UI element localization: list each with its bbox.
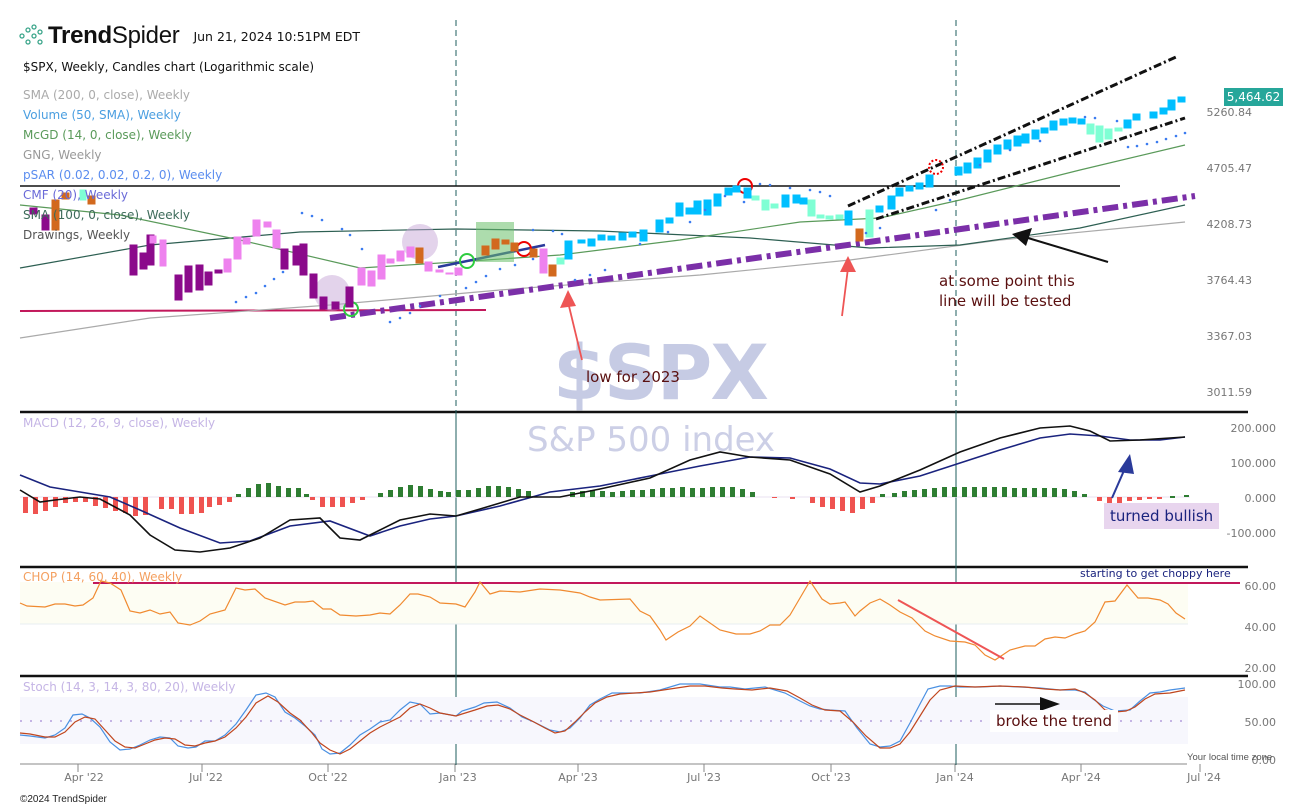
spider-dots-icon (19, 24, 43, 45)
last-price-tag: 5,464.62 (1224, 88, 1283, 106)
svg-text:0.00: 0.00 (1252, 754, 1277, 767)
macd-pane-label[interactable]: MACD (12, 26, 9, close), Weekly (23, 416, 216, 430)
svg-text:3011.59: 3011.59 (1207, 386, 1253, 399)
svg-text:200.000: 200.000 (1231, 422, 1277, 435)
header: TrendSpider Jun 21, 2024 10:51PM EDT (18, 20, 360, 52)
svg-text:Apr '24: Apr '24 (1061, 771, 1101, 784)
watermark-name: S&P 500 index (527, 420, 776, 460)
legend-psar[interactable]: pSAR (0.02, 0.02, 0.2, 0), Weekly (23, 168, 223, 182)
svg-text:0.000: 0.000 (1245, 492, 1277, 505)
svg-text:50.00: 50.00 (1245, 716, 1277, 729)
annotation-line-tested-1: at some point this (939, 272, 1075, 290)
stoch-d-line (19, 685, 1186, 755)
legend-volume[interactable]: Volume (50, SMA), Weekly (23, 108, 181, 122)
svg-text:Oct '22: Oct '22 (308, 771, 348, 784)
timezone-label[interactable]: Your local time zone (1187, 752, 1273, 763)
indicator-legend: SMA (200, 0, close), Weekly Volume (50, … (23, 85, 222, 245)
legend-gng[interactable]: GNG, Weekly (23, 148, 102, 162)
brand-logo: TrendSpider (48, 22, 180, 49)
copyright: ©2024 TrendSpider (20, 794, 107, 805)
time-axis: Apr '22 Jul '22 Oct '22 Jan '23 Apr '23 … (64, 764, 1221, 784)
svg-text:Jul '23: Jul '23 (686, 771, 721, 784)
svg-text:60.00: 60.00 (1245, 580, 1277, 593)
annotation-line-tested-2: line will be tested (939, 292, 1072, 310)
svg-text:Jul '22: Jul '22 (188, 771, 223, 784)
psar-dots (234, 115, 1187, 324)
timestamp: Jun 21, 2024 10:51PM EDT (193, 28, 361, 44)
legend-mcgd[interactable]: McGD (14, 0, close), Weekly (23, 128, 192, 142)
svg-text:4705.47: 4705.47 (1207, 162, 1253, 175)
svg-text:Jan '23: Jan '23 (438, 771, 476, 784)
legend-drawings[interactable]: Drawings, Weekly (23, 228, 131, 242)
svg-text:-100.000: -100.000 (1227, 527, 1276, 540)
svg-text:5260.84: 5260.84 (1207, 106, 1253, 119)
legend-cmf[interactable]: CMF (20), Weekly (23, 188, 129, 202)
legend-sma100[interactable]: SMA (100, 0, close), Weekly (23, 208, 191, 222)
macd-signal-line (19, 433, 1186, 544)
svg-text:Apr '23: Apr '23 (558, 771, 598, 784)
candles (29, 96, 1186, 310)
svg-text:Jan '24: Jan '24 (935, 771, 973, 784)
svg-text:100.00: 100.00 (1238, 678, 1277, 691)
svg-text:Apr '22: Apr '22 (64, 771, 104, 784)
annotation-turned-bullish: turned bullish (1104, 503, 1220, 529)
svg-text:100.000: 100.000 (1231, 457, 1277, 470)
legend-sma200[interactable]: SMA (200, 0, close), Weekly (23, 88, 191, 102)
svg-text:40.00: 40.00 (1245, 621, 1277, 634)
macd-line (19, 425, 1186, 553)
macd-histogram (23, 483, 1189, 516)
annotation-broke-trend: broke the trend (990, 710, 1119, 732)
svg-text:4208.73: 4208.73 (1207, 218, 1253, 231)
svg-text:3764.43: 3764.43 (1207, 274, 1253, 287)
symbol-title: $SPX, Weekly, Candles chart (Logarithmic… (23, 60, 315, 74)
annotation-choppy: starting to get choppy here (1080, 567, 1231, 580)
stoch-pane-label[interactable]: Stoch (14, 3, 14, 3, 80, 20), Weekly (23, 680, 236, 694)
svg-text:20.00: 20.00 (1245, 662, 1277, 675)
chop-line (19, 579, 1186, 661)
watermark-symbol: $SPX (553, 328, 769, 417)
svg-text:3367.03: 3367.03 (1207, 330, 1253, 343)
chop-pane-label[interactable]: CHOP (14, 60, 40), Weekly (23, 570, 183, 584)
svg-text:Oct '23: Oct '23 (811, 771, 851, 784)
annotation-low-2023: low for 2023 (586, 368, 680, 386)
svg-text:Jul '24: Jul '24 (1186, 771, 1221, 784)
price-axis: 5260.84 4705.47 4208.73 3764.43 3367.03 … (1207, 106, 1277, 767)
